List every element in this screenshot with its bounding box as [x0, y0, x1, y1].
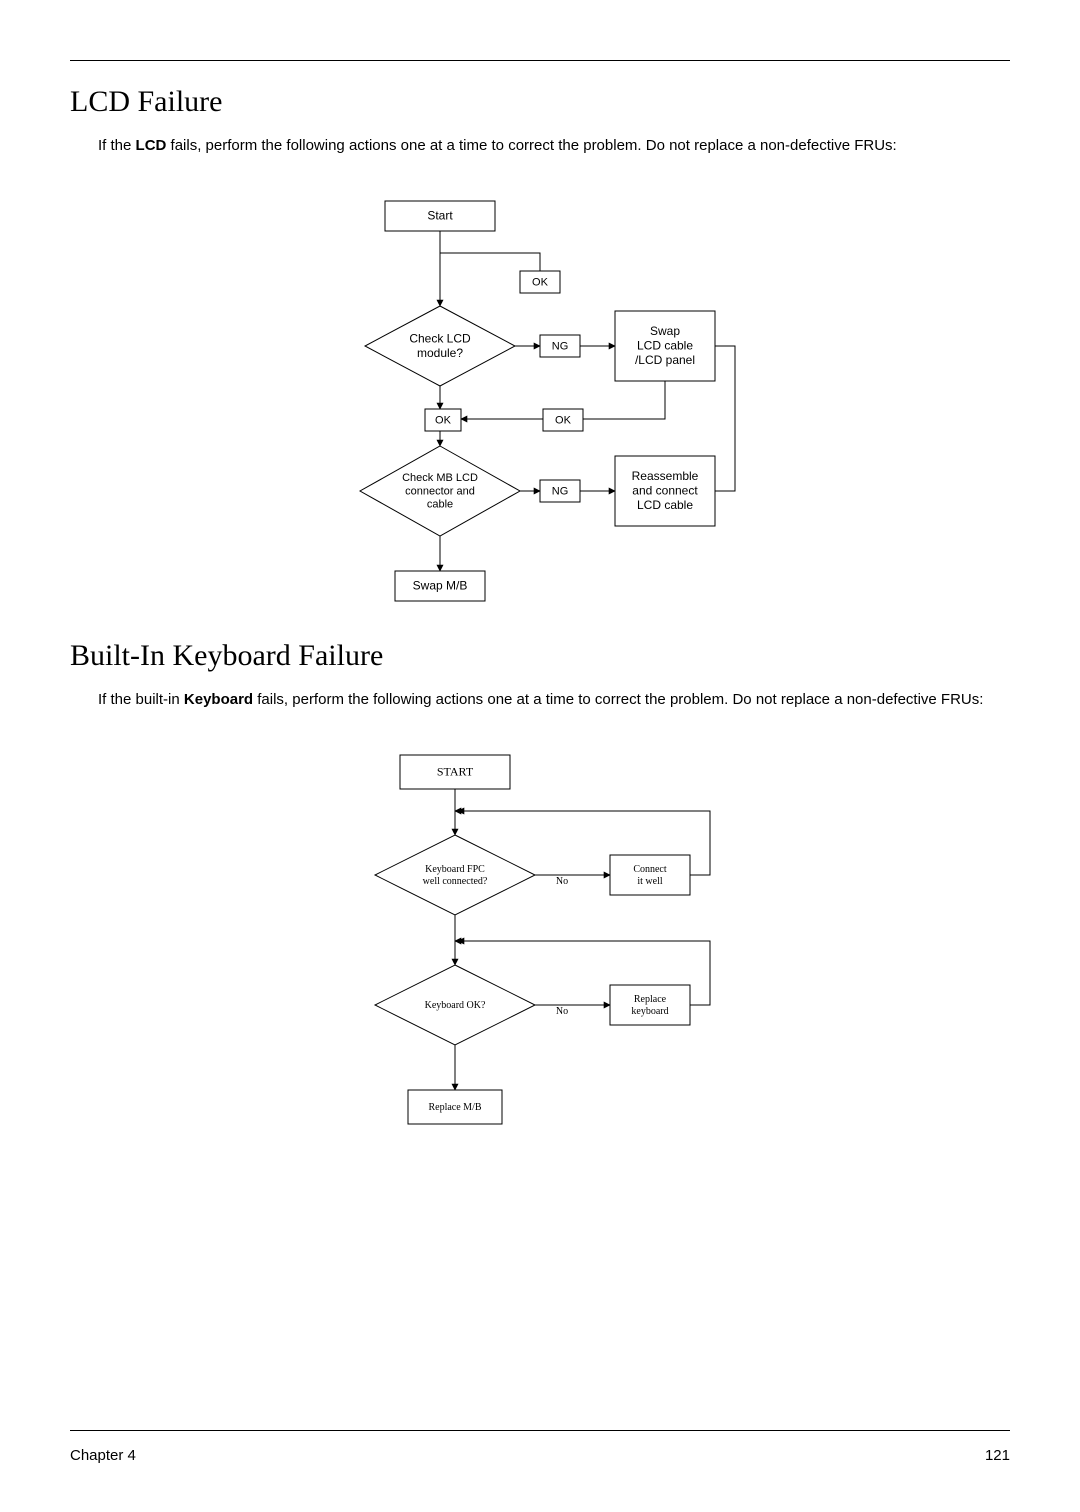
keyboard-flowchart: START Keyboard FPCwell connected? No Connec… — [70, 745, 1010, 1135]
page-footer: Chapter 4 121 — [70, 1430, 1010, 1464]
svg-text:cable: cable — [427, 498, 453, 510]
lcd-flowchart: StartOKCheck LCDmodule?NGSwapLCD cable/L… — [70, 191, 1010, 611]
svg-text:it well: it well — [637, 876, 662, 887]
svg-text:Swap M/B: Swap M/B — [413, 578, 468, 592]
svg-text:connector and: connector and — [405, 485, 475, 497]
footer-left: Chapter 4 — [70, 1447, 136, 1464]
section1-heading: LCD Failure — [70, 85, 1010, 119]
svg-text:START: START — [437, 764, 474, 778]
svg-text:No: No — [556, 1006, 568, 1017]
intro-pre: If the — [98, 137, 136, 154]
intro2-bold: Keyboard — [184, 691, 253, 708]
intro2-pre: If the built-in — [98, 691, 184, 708]
svg-text:Swap: Swap — [650, 324, 680, 338]
top-rule — [70, 60, 1010, 61]
svg-text:Start: Start — [427, 208, 453, 222]
svg-text:LCD cable: LCD cable — [637, 498, 693, 512]
svg-text:OK: OK — [435, 414, 452, 426]
keyboard-flowchart-svg: START Keyboard FPCwell connected? No Connec… — [330, 745, 750, 1135]
svg-text:Connect: Connect — [633, 864, 667, 875]
svg-text:Check LCD: Check LCD — [409, 331, 471, 345]
svg-text:well connected?: well connected? — [423, 876, 488, 887]
svg-text:NG: NG — [552, 485, 569, 497]
svg-text:module?: module? — [417, 346, 463, 360]
svg-text:Reassemble: Reassemble — [632, 469, 699, 483]
svg-text:Keyboard FPC: Keyboard FPC — [425, 864, 485, 875]
lcd-flowchart-svg: StartOKCheck LCDmodule?NGSwapLCD cable/L… — [305, 191, 775, 611]
section1-intro: If the LCD fails, perform the following … — [70, 135, 1010, 157]
intro-post: fails, perform the following actions one… — [166, 137, 896, 154]
svg-text:keyboard: keyboard — [631, 1006, 668, 1017]
svg-text:Check MB LCD: Check MB LCD — [402, 472, 478, 484]
footer-right: 121 — [985, 1447, 1010, 1464]
intro-bold: LCD — [136, 137, 167, 154]
intro2-post: fails, perform the following actions one… — [253, 691, 983, 708]
svg-text:Replace M/B: Replace M/B — [428, 1102, 481, 1113]
svg-text:NG: NG — [552, 340, 569, 352]
svg-text:Keyboard OK?: Keyboard OK? — [425, 1000, 486, 1011]
section2-intro: If the built-in Keyboard fails, perform … — [70, 689, 1010, 711]
svg-text:OK: OK — [532, 276, 549, 288]
bottom-rule — [70, 1430, 1010, 1431]
svg-text:OK: OK — [555, 414, 572, 426]
svg-text:and connect: and connect — [632, 483, 698, 497]
svg-text:No: No — [556, 876, 568, 887]
svg-text:Replace: Replace — [634, 994, 667, 1005]
svg-text:/LCD panel: /LCD panel — [635, 353, 695, 367]
section2-heading: Built-In Keyboard Failure — [70, 639, 1010, 673]
svg-text:LCD cable: LCD cable — [637, 338, 693, 352]
